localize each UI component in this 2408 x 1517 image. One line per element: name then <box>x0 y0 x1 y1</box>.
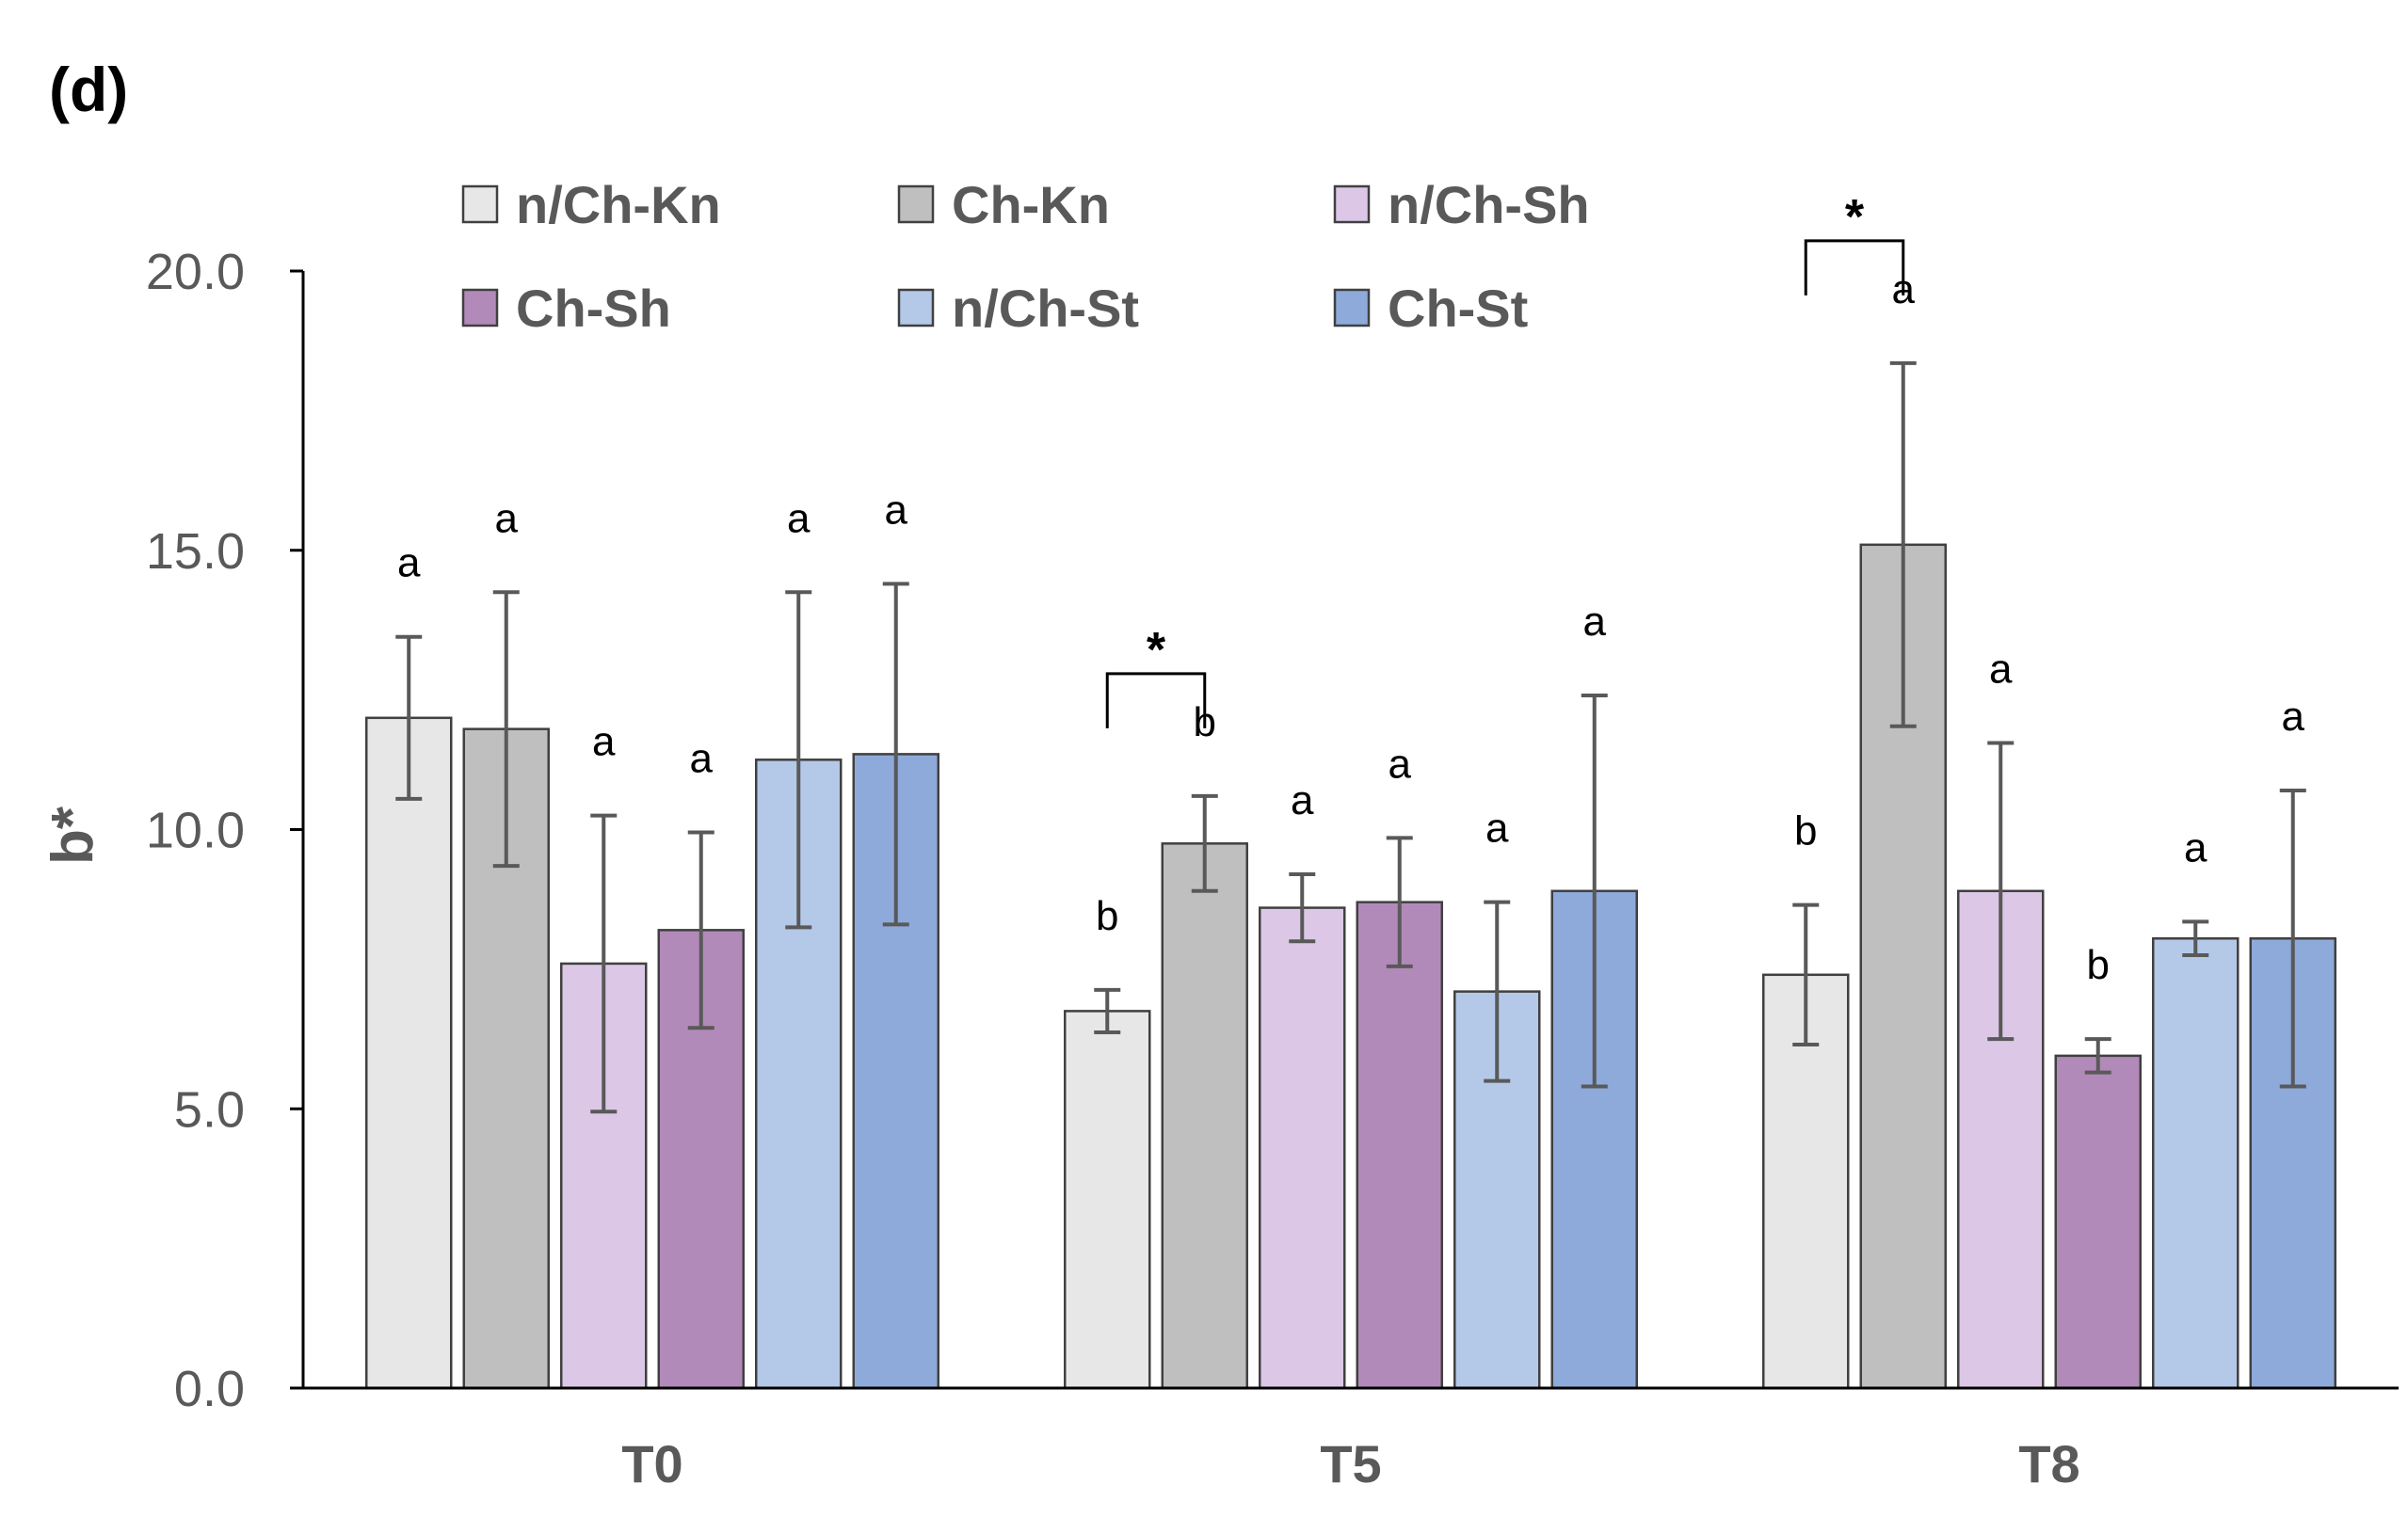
error-bar <box>1289 871 1316 944</box>
significance-letter: a <box>885 487 908 533</box>
significance-letter: a <box>1485 806 1509 852</box>
significance-letter: a <box>2282 694 2305 740</box>
legend-label: Ch-St <box>1388 279 1528 338</box>
bar-Ch-Sh-T8 <box>2054 1054 2142 1390</box>
legend-swatch <box>1333 288 1371 327</box>
legend: n/Ch-Kn Ch-Kn n/Ch-Sh Ch-Sh n/Ch-St Ch-St <box>461 175 1590 338</box>
significance-letter: a <box>787 495 811 541</box>
error-bar <box>1094 987 1121 1034</box>
legend-item: n/Ch-Sh <box>1333 175 1590 234</box>
legend-label: Ch-Sh <box>516 279 671 338</box>
legend-label: n/Ch-Kn <box>516 175 721 234</box>
significance-letter: a <box>495 495 519 541</box>
bar-Ch-Kn-T5 <box>1161 842 1248 1390</box>
significance-letter: a <box>592 719 616 765</box>
error-bar <box>2084 1037 2111 1075</box>
error-bar <box>2182 919 2209 958</box>
legend-swatch <box>1333 184 1371 224</box>
legend-swatch <box>897 288 935 327</box>
legend-label: n/Ch-Sh <box>1388 175 1590 234</box>
error-bar <box>590 813 618 1114</box>
legend-swatch <box>461 288 499 327</box>
y-axis: 0.0 5.0 10.0 15.0 20.0 <box>146 244 305 1417</box>
x-axis: T0 T5 T8 <box>303 1386 2399 1493</box>
significance-bracket: * <box>1105 623 1207 728</box>
error-bar <box>882 582 909 927</box>
y-tick-label: 10.0 <box>146 803 245 859</box>
bar-n/Ch-Sh-T5 <box>1259 906 1346 1390</box>
bar-n/Ch-Kn-T5 <box>1064 1010 1151 1390</box>
error-bar <box>1987 741 2015 1042</box>
error-bar <box>687 830 714 1030</box>
significance-letter: a <box>2184 824 2207 870</box>
significance-letter: a <box>1389 741 1412 787</box>
y-tick-label: 15.0 <box>146 523 245 580</box>
error-bar <box>785 590 812 930</box>
significance-letter: a <box>1291 777 1314 823</box>
legend-item: Ch-St <box>1333 279 1528 338</box>
significance-letter: a <box>1989 647 2013 693</box>
significance-letter: b <box>2087 942 2110 988</box>
error-bar <box>1484 900 1511 1083</box>
legend-label: n/Ch-St <box>952 279 1139 338</box>
significance-star: * <box>1845 190 1865 245</box>
error-bar <box>1792 902 1820 1046</box>
significance-letter: a <box>397 540 421 586</box>
legend-swatch <box>461 184 499 224</box>
error-bar <box>2279 788 2306 1089</box>
x-category-label: T5 <box>1320 1434 1381 1493</box>
x-category-label: T8 <box>2018 1434 2079 1493</box>
bar-n/Ch-Kn-T0 <box>365 716 453 1390</box>
legend-item: n/Ch-St <box>897 279 1139 338</box>
bar-n/Ch-St-T8 <box>2152 936 2239 1390</box>
error-bar <box>492 590 520 869</box>
panel-label: (d) <box>49 55 128 124</box>
y-axis-label: b* <box>40 806 105 865</box>
legend-swatch <box>897 184 935 224</box>
significance-star: * <box>1147 623 1166 678</box>
bar-Ch-Sh-T5 <box>1356 901 1443 1390</box>
legend-item: Ch-Sh <box>461 279 671 338</box>
x-category-label: T0 <box>621 1434 682 1493</box>
legend-item: n/Ch-Kn <box>461 175 721 234</box>
error-bar <box>395 634 423 801</box>
error-bar <box>1889 360 1917 728</box>
significance-bracket: * <box>1804 190 1905 295</box>
error-bar <box>1191 793 1218 893</box>
y-tick-label: 5.0 <box>174 1081 245 1138</box>
y-tick-label: 20.0 <box>146 244 245 300</box>
legend-label: Ch-Kn <box>952 175 1110 234</box>
error-bar <box>1386 836 1413 968</box>
error-bar <box>1581 694 1608 1089</box>
significance-letter: a <box>1583 599 1607 645</box>
significance-letter: a <box>690 735 714 781</box>
y-tick-label: 0.0 <box>174 1361 245 1417</box>
significance-letter: b <box>1794 808 1817 854</box>
significance-letter: b <box>1096 893 1118 939</box>
legend-item: Ch-Kn <box>897 175 1110 234</box>
